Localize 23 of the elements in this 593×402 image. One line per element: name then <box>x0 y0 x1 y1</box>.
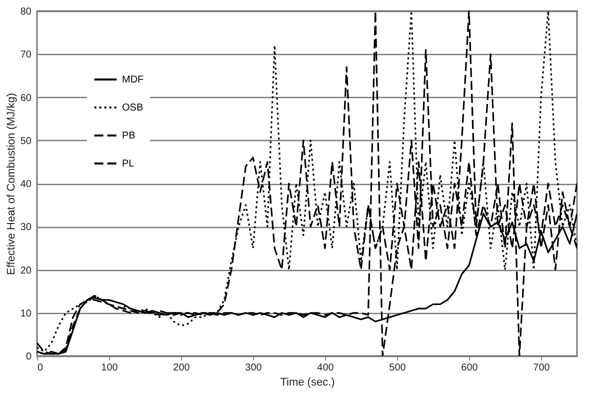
y-tick-label: 0 <box>26 352 32 362</box>
x-tick-label: 500 <box>389 362 406 374</box>
y-tick-label: 20 <box>20 265 32 276</box>
x-tick-label: 300 <box>245 362 262 374</box>
x-tick-label: 700 <box>533 362 550 374</box>
y-tick-label: 60 <box>20 92 32 104</box>
y-tick-label: 30 <box>20 222 32 234</box>
x-tick-label: 400 <box>317 362 334 374</box>
legend-label: PB <box>122 130 136 142</box>
y-tick-label: 40 <box>20 179 32 190</box>
x-tick-label: 0 <box>38 362 44 374</box>
legend-label: MDF <box>122 74 144 86</box>
x-axis-title: Time (sec.) <box>280 376 335 388</box>
y-axis-title: Effective Heat of Combustion (MJ/kg) <box>5 93 18 275</box>
y-tick-label: 50 <box>20 136 32 147</box>
legend-label: PL <box>122 158 135 170</box>
x-tick-label: 100 <box>101 362 118 374</box>
y-tick-label: 10 <box>20 308 32 320</box>
y-tick-label: 70 <box>20 50 32 61</box>
y-tick-label: 80 <box>20 6 32 18</box>
legend-label: OSB <box>122 102 144 114</box>
x-tick-label: 200 <box>173 362 190 374</box>
x-tick-label: 600 <box>461 362 478 374</box>
